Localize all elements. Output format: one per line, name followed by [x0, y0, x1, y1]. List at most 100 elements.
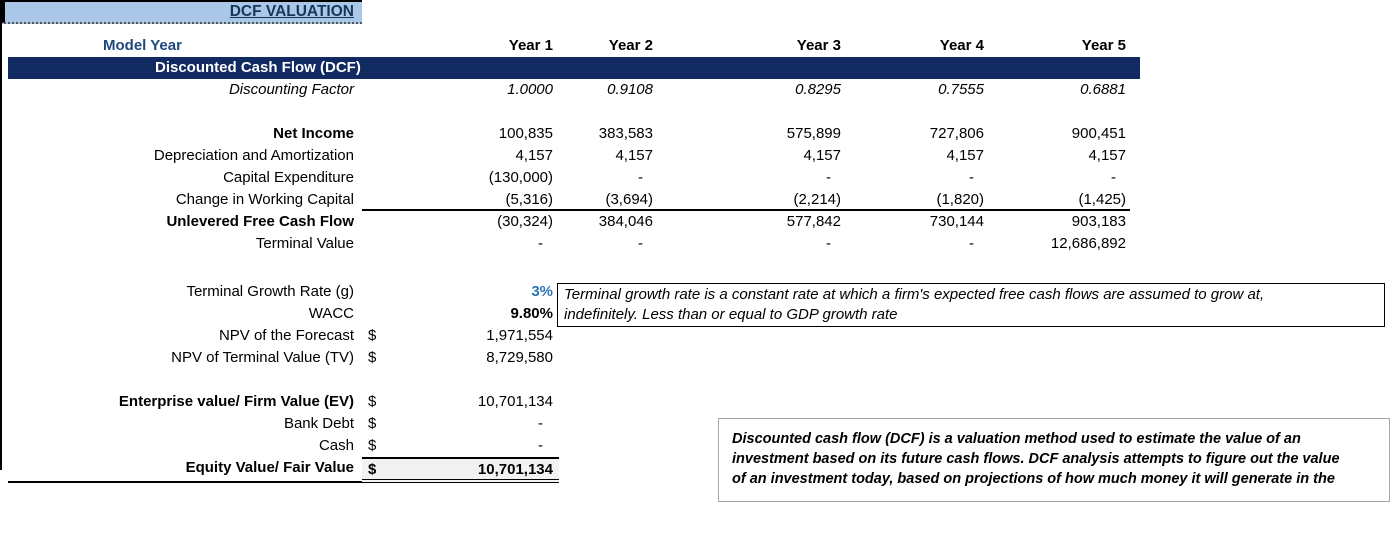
- net-income-label-cell[interactable]: Net Income: [273, 125, 354, 142]
- depreciation-y4-cell[interactable]: 4,157: [946, 147, 984, 164]
- dcf-definition-line3: of an investment today, based on project…: [732, 471, 1335, 487]
- npv-tv-label-cell[interactable]: NPV of Terminal Value (TV): [171, 349, 354, 366]
- wacc-label-cell[interactable]: WACC: [308, 305, 354, 322]
- table-row-bank-debt: Bank Debt $ -: [8, 413, 1130, 435]
- terminal-value-y3-cell[interactable]: -: [826, 235, 831, 252]
- depreciation-y2-cell[interactable]: 4,157: [615, 147, 653, 164]
- terminal-value-y1-cell[interactable]: -: [538, 235, 543, 252]
- enterprise-value-value-cell[interactable]: 10,701,134: [477, 393, 553, 410]
- cash-dollar-cell[interactable]: $: [368, 437, 377, 454]
- terminal-value-label-cell[interactable]: Terminal Value: [255, 235, 354, 252]
- empty-cell[interactable]: [362, 211, 392, 233]
- cash-label-cell[interactable]: Cash: [318, 437, 354, 454]
- cash-value-cell[interactable]: -: [538, 437, 543, 454]
- net-income-y4-cell[interactable]: 727,806: [929, 125, 984, 142]
- empty-cell[interactable]: [362, 167, 392, 189]
- table-row-depreciation-amortization: Depreciation and Amortization 4,157 4,15…: [8, 145, 1130, 167]
- unlevered-fcf-y2-cell[interactable]: 384,046: [598, 213, 653, 230]
- empty-cell[interactable]: [362, 189, 392, 209]
- depreciation-label-cell[interactable]: Depreciation and Amortization: [153, 147, 354, 164]
- blank-row: [8, 369, 1130, 391]
- header-row: Model Year Year 1 Year 2 Year 3 Year 4 Y…: [8, 35, 1130, 57]
- npv-forecast-dollar-cell[interactable]: $: [368, 327, 377, 344]
- empty-cell[interactable]: [362, 303, 392, 325]
- table-row-npv-terminal-value: NPV of Terminal Value (TV) $ 8,729,580: [8, 347, 1130, 369]
- net-income-y2-cell[interactable]: 383,583: [598, 125, 653, 142]
- dcf-definition-note-box: Discounted cash flow (DCF) is a valuatio…: [718, 418, 1390, 502]
- unlevered-fcf-y1-cell[interactable]: (30,324): [497, 213, 553, 230]
- valuation-summary: Terminal Growth Rate (g) 3% WACC 9.80% N…: [8, 281, 1130, 483]
- year-4-header-cell[interactable]: Year 4: [939, 37, 984, 54]
- npv-tv-value-cell[interactable]: 8,729,580: [486, 349, 553, 366]
- depreciation-y5-cell[interactable]: 4,157: [1088, 147, 1126, 164]
- unlevered-fcf-y3-cell[interactable]: 577,842: [786, 213, 841, 230]
- sheet-title-cell[interactable]: DCF VALUATION: [0, 0, 362, 24]
- change-wc-y4-cell[interactable]: (1,820): [936, 191, 984, 208]
- change-wc-y1-cell[interactable]: (5,316): [505, 191, 553, 208]
- table-row-net-income: Net Income 100,835 383,583 575,899 727,8…: [8, 123, 1130, 145]
- net-income-y3-cell[interactable]: 575,899: [786, 125, 841, 142]
- table-row-equity-value: Equity Value/ Fair Value $ 10,701,134: [8, 457, 1130, 483]
- capex-y2-cell[interactable]: -: [638, 169, 643, 186]
- empty-cell[interactable]: [362, 123, 392, 145]
- empty-cell[interactable]: [362, 145, 392, 167]
- year-3-header-cell[interactable]: Year 3: [796, 37, 841, 54]
- equity-value-result-cell[interactable]: $ 10,701,134: [362, 457, 559, 483]
- dcf-definition-line1: Discounted cash flow (DCF) is a valuatio…: [732, 431, 1301, 447]
- wacc-value-cell[interactable]: 9.80%: [510, 305, 553, 322]
- change-wc-y3-cell[interactable]: (2,214): [793, 191, 841, 208]
- discounting-factor-label-cell[interactable]: Discounting Factor: [228, 81, 354, 98]
- capex-y3-cell[interactable]: -: [826, 169, 831, 186]
- depreciation-y3-cell[interactable]: 4,157: [803, 147, 841, 164]
- table-row-unlevered-fcf: Unlevered Free Cash Flow (30,324) 384,04…: [8, 211, 1130, 233]
- discounting-factor-y2-cell[interactable]: 0.9108: [607, 81, 653, 98]
- model-year-header-cell[interactable]: Model Year: [103, 37, 182, 54]
- net-income-y1-cell[interactable]: 100,835: [498, 125, 553, 142]
- discounting-factor-y4-cell[interactable]: 0.7555: [938, 81, 984, 98]
- year-1-header-cell[interactable]: Year 1: [508, 37, 553, 54]
- equity-value-dollar-cell[interactable]: $: [368, 461, 377, 478]
- change-wc-label-cell[interactable]: Change in Working Capital: [175, 191, 354, 208]
- section-banner-dcf[interactable]: Discounted Cash Flow (DCF): [8, 57, 1140, 79]
- bank-debt-value-cell[interactable]: -: [538, 415, 543, 432]
- npv-tv-dollar-cell[interactable]: $: [368, 349, 377, 366]
- discounting-factor-y5-cell[interactable]: 0.6881: [1080, 81, 1126, 98]
- table-row-terminal-value: Terminal Value - - - - 12,686,892: [8, 233, 1130, 255]
- table-row-terminal-growth-rate: Terminal Growth Rate (g) 3%: [8, 281, 1130, 303]
- capex-y5-cell[interactable]: -: [1111, 169, 1116, 186]
- year-5-header-cell[interactable]: Year 5: [1081, 37, 1126, 54]
- year-2-header-cell[interactable]: Year 2: [608, 37, 653, 54]
- enterprise-value-label-cell[interactable]: Enterprise value/ Firm Value (EV): [118, 393, 354, 410]
- empty-cell[interactable]: [362, 233, 392, 255]
- blank-row: [8, 101, 1130, 123]
- discounting-factor-y1-cell[interactable]: 1.0000: [507, 81, 553, 98]
- discounting-factor-y3-cell[interactable]: 0.8295: [795, 81, 841, 98]
- capex-y1-cell[interactable]: (130,000): [488, 169, 553, 186]
- unlevered-fcf-label-cell[interactable]: Unlevered Free Cash Flow: [166, 213, 354, 230]
- capex-y4-cell[interactable]: -: [969, 169, 974, 186]
- depreciation-y1-cell[interactable]: 4,157: [515, 147, 553, 164]
- unlevered-fcf-y4-cell[interactable]: 730,144: [929, 213, 984, 230]
- npv-forecast-label-cell[interactable]: NPV of the Forecast: [218, 327, 354, 344]
- bank-debt-dollar-cell[interactable]: $: [368, 415, 377, 432]
- empty-cell[interactable]: [362, 281, 392, 303]
- equity-value-value-cell[interactable]: 10,701,134: [477, 461, 553, 478]
- terminal-growth-rate-label-cell[interactable]: Terminal Growth Rate (g): [186, 283, 354, 300]
- change-wc-y5-cell[interactable]: (1,425): [1078, 191, 1126, 208]
- npv-forecast-value-cell[interactable]: 1,971,554: [486, 327, 553, 344]
- unlevered-fcf-y5-cell[interactable]: 903,183: [1071, 213, 1126, 230]
- net-income-y5-cell[interactable]: 900,451: [1071, 125, 1126, 142]
- terminal-value-y5-cell[interactable]: 12,686,892: [1050, 235, 1126, 252]
- change-wc-y2-cell[interactable]: (3,694): [605, 191, 653, 208]
- equity-value-label-cell[interactable]: Equity Value/ Fair Value: [8, 457, 362, 483]
- bank-debt-label-cell[interactable]: Bank Debt: [283, 415, 354, 432]
- empty-cell[interactable]: [362, 79, 392, 101]
- terminal-growth-rate-value-cell[interactable]: 3%: [531, 283, 553, 300]
- enterprise-value-dollar-cell[interactable]: $: [368, 393, 377, 410]
- terminal-value-y4-cell[interactable]: -: [969, 235, 974, 252]
- dollar-column-header-cell[interactable]: [362, 35, 392, 57]
- terminal-value-y2-cell[interactable]: -: [638, 235, 643, 252]
- capex-label-cell[interactable]: Capital Expenditure: [223, 169, 354, 186]
- table-row-npv-forecast: NPV of the Forecast $ 1,971,554: [8, 325, 1130, 347]
